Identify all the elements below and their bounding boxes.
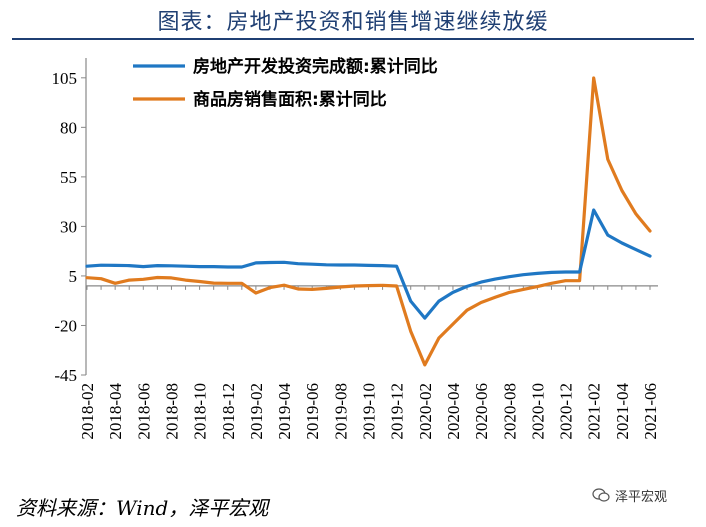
x-tick-label: 2021-04 [613,383,632,440]
series-line-1 [85,76,652,367]
y-tick-label: -45 [54,366,77,385]
x-tick-label: 2020-02 [416,383,435,440]
x-tick-label: 2019-08 [331,383,350,440]
x-tick-label: 2020-08 [500,383,519,440]
y-tick-label: 105 [52,69,78,88]
x-tick-label: 2019-12 [388,383,407,440]
x-tick-label: 2018-06 [134,383,153,440]
x-tick-label: 2019-04 [275,383,294,440]
legend-label: 房地产开发投资完成额:累计同比 [193,56,438,77]
title-divider [12,38,694,40]
legend-label: 商品房销售面积:累计同比 [193,89,387,110]
x-tick-label: 2018-10 [191,383,210,440]
wechat-icon [592,488,610,502]
x-tick-label: 2020-10 [528,383,547,440]
x-tick-label: 2019-06 [303,383,322,440]
x-tick-label: 2021-02 [585,383,604,440]
y-tick-label: 5 [69,267,78,286]
x-tick-label: 2018-08 [162,383,181,440]
x-tick-label: 2018-02 [78,383,97,440]
page-title: 图表：房地产投资和销售增速继续放缓 [157,10,549,35]
x-tick-label: 2020-04 [444,383,463,440]
y-tick-label: 30 [60,217,77,236]
x-tick-label: 2020-06 [472,383,491,440]
chart-series [85,76,652,367]
x-tick-label: 2020-12 [557,383,576,440]
x-tick-label: 2018-04 [106,383,125,440]
series-line-0 [85,208,652,320]
x-tick-label: 2018-12 [219,383,238,440]
y-tick-label: 80 [60,118,77,137]
y-tick-label: -20 [54,316,77,335]
y-tick-label: 55 [60,168,77,187]
watermark-text: 泽平宏观 [615,490,668,505]
source-note: 资料来源：Wind，泽平宏观 [16,496,269,520]
x-tick-label: 2021-06 [641,383,660,440]
x-tick-label: 2019-10 [360,383,379,440]
x-tick-label: 2019-02 [247,383,266,440]
